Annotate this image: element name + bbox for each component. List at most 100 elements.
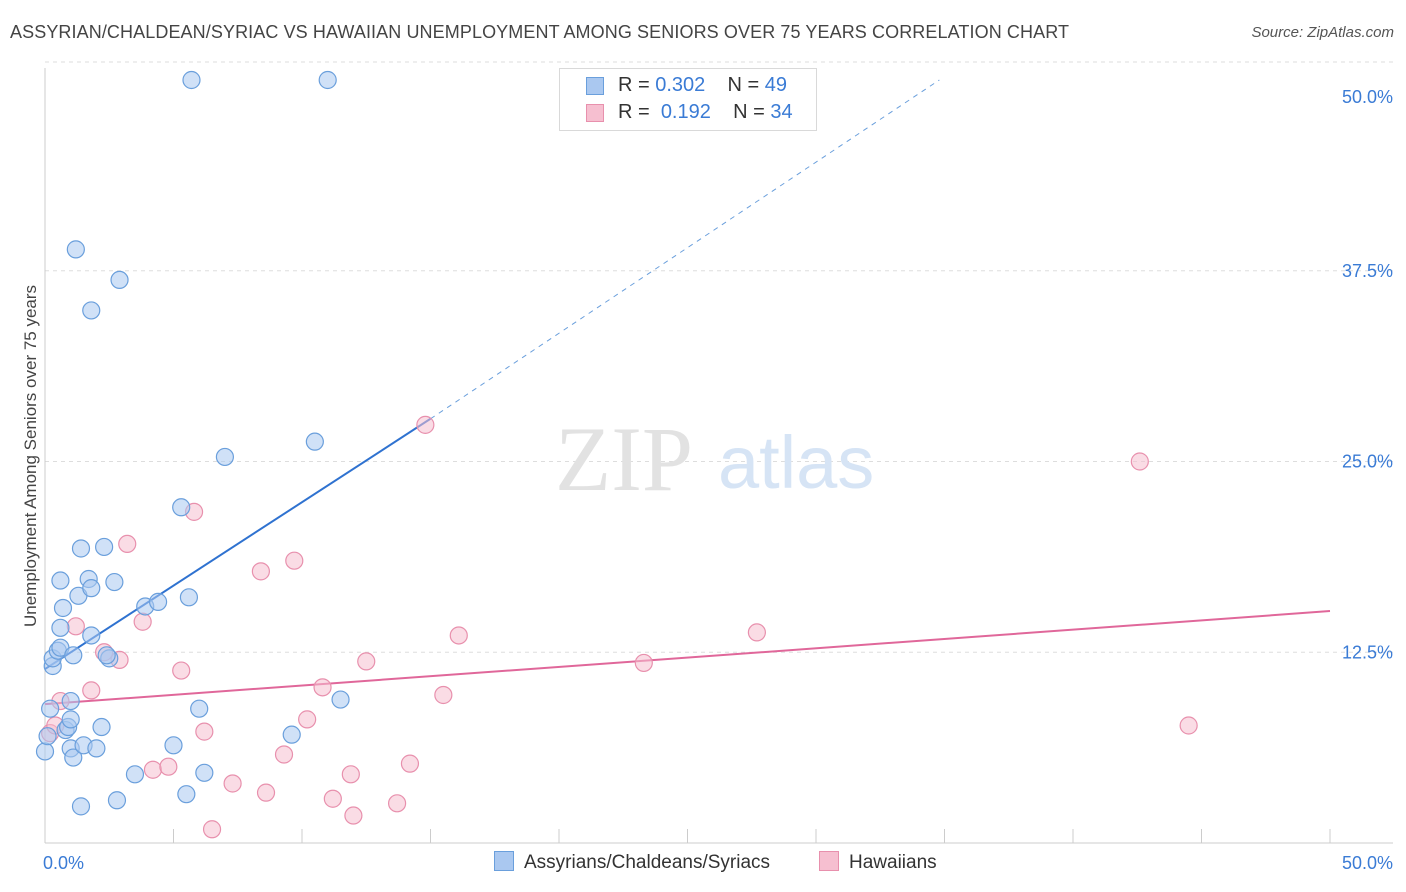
point-assyrians <box>92 717 111 737</box>
watermark-atlas: atlas <box>718 421 874 504</box>
point-assyrians <box>41 699 60 718</box>
point-assyrians <box>179 588 199 607</box>
legend-r-label: R = <box>618 74 650 96</box>
point-hawaiians <box>434 685 453 705</box>
bottom-legend-label: Hawaiians <box>849 852 937 873</box>
bottom-legend-label: Assyrians/Chaldeans/Syriacs <box>524 852 771 873</box>
y-tick-label: 25.0% <box>1342 452 1393 472</box>
watermark: ZIP atlas <box>555 408 874 510</box>
watermark-zip: ZIP <box>555 408 693 510</box>
trend-line-assyrians-extension <box>430 79 940 420</box>
point-assyrians <box>82 301 101 320</box>
trend-line-assyrians <box>44 417 432 670</box>
point-assyrians <box>61 710 80 729</box>
point-hawaiians <box>344 806 363 825</box>
data-points <box>35 70 1198 839</box>
legend-swatch-pink <box>586 104 604 122</box>
point-hawaiians <box>202 820 222 839</box>
point-assyrians <box>182 70 201 90</box>
point-hawaiians <box>172 661 191 680</box>
point-hawaiians <box>251 562 270 581</box>
point-assyrians <box>35 742 55 761</box>
trend-line-hawaiians <box>44 610 1331 706</box>
point-hawaiians <box>285 551 304 570</box>
point-assyrians <box>164 736 183 755</box>
point-assyrians <box>190 699 209 718</box>
gridlines <box>45 61 1393 653</box>
point-assyrians <box>95 537 114 557</box>
point-hawaiians <box>159 757 178 776</box>
x-tick-label: 0.0% <box>43 853 84 873</box>
point-assyrians <box>148 592 168 611</box>
legend-n-value: 49 <box>764 74 788 96</box>
bottom-legend-swatch-pink <box>819 851 839 871</box>
point-hawaiians <box>357 652 376 671</box>
point-hawaiians <box>449 626 468 645</box>
point-hawaiians <box>313 678 332 697</box>
point-assyrians <box>64 748 83 767</box>
point-hawaiians <box>323 789 342 808</box>
point-hawaiians <box>1130 452 1149 471</box>
y-tick-label: 50.0% <box>1342 87 1393 107</box>
trend-lines <box>44 79 1331 706</box>
point-assyrians <box>87 739 106 758</box>
point-hawaiians <box>195 722 214 741</box>
correlation-legend: R = 0.302 N = 49 R = 0.192 N = 34 <box>559 68 817 131</box>
point-hawaiians <box>1179 716 1198 735</box>
point-assyrians <box>195 763 214 782</box>
point-assyrians <box>97 646 116 665</box>
point-assyrians <box>107 791 127 810</box>
tick-labels: 12.5% 25.0% 37.5% 50.0% 0.0% 50.0% <box>43 87 1393 873</box>
legend-n-label: N = <box>727 74 760 96</box>
bottom-legend-swatch-blue <box>494 851 514 871</box>
point-assyrians <box>66 240 85 259</box>
point-assyrians <box>71 539 91 558</box>
point-hawaiians <box>256 783 276 802</box>
point-assyrians <box>318 70 337 90</box>
point-assyrians <box>125 765 145 784</box>
point-assyrians <box>82 626 101 645</box>
bottom-legend-blue: Assyrians/Chaldeans/Syriacs <box>494 851 770 874</box>
point-hawaiians <box>747 623 766 642</box>
point-hawaiians <box>118 534 137 554</box>
point-assyrians <box>172 498 191 517</box>
point-assyrians <box>82 579 101 598</box>
point-hawaiians <box>298 710 317 729</box>
point-hawaiians <box>82 681 101 700</box>
point-assyrians <box>71 797 91 816</box>
point-hawaiians <box>634 653 653 673</box>
legend-r-value: 0.192 <box>660 101 711 123</box>
point-hawaiians <box>143 760 163 779</box>
legend-n-value: 34 <box>770 101 793 123</box>
x-tick-label: 50.0% <box>1342 853 1393 873</box>
bottom-legend-pink: Hawaiians <box>819 851 937 874</box>
point-assyrians <box>331 690 350 709</box>
point-hawaiians <box>133 612 152 631</box>
point-assyrians <box>53 598 73 618</box>
point-assyrians <box>282 725 301 744</box>
point-hawaiians <box>223 774 242 793</box>
point-hawaiians <box>387 794 407 813</box>
point-assyrians <box>305 432 324 451</box>
point-assyrians <box>215 447 234 467</box>
source-label: Source: ZipAtlas.com <box>1251 24 1394 41</box>
legend-r-value: 0.302 <box>655 74 706 96</box>
legend-r-label: R = <box>618 101 650 123</box>
y-axis-label: Unemployment Among Seniors over 75 years <box>21 285 40 627</box>
point-assyrians <box>51 571 70 590</box>
point-hawaiians <box>274 745 294 764</box>
point-hawaiians <box>66 617 85 636</box>
point-hawaiians <box>341 765 360 784</box>
point-assyrians <box>177 785 196 804</box>
point-hawaiians <box>400 754 420 773</box>
point-assyrians <box>64 646 83 665</box>
point-assyrians <box>105 572 124 592</box>
point-assyrians <box>38 727 57 746</box>
point-assyrians <box>51 618 70 637</box>
legend-n-label: N = <box>733 101 765 123</box>
point-assyrians <box>61 691 80 711</box>
chart-title: ASSYRIAN/CHALDEAN/SYRIAC VS HAWAIIAN UNE… <box>10 22 1070 42</box>
y-tick-label: 12.5% <box>1342 642 1393 662</box>
point-hawaiians <box>416 415 435 434</box>
